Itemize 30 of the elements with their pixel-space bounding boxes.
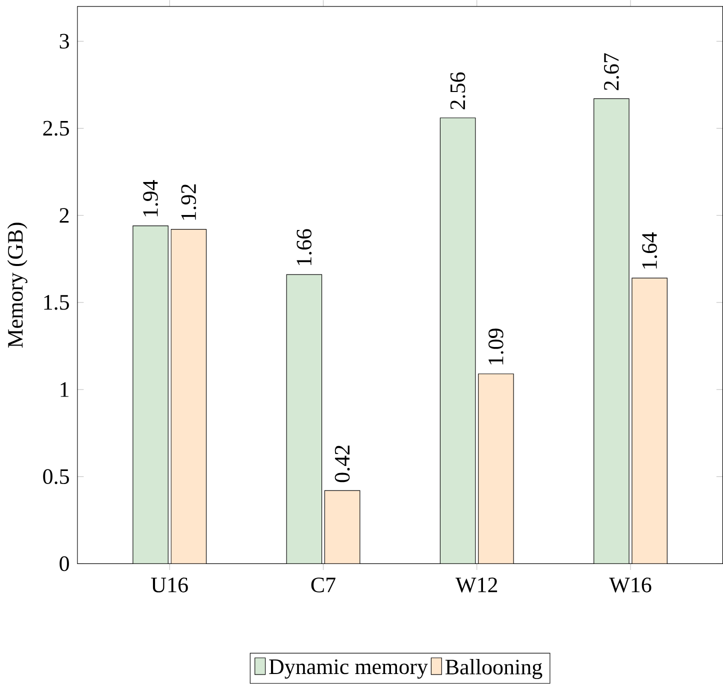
legend-label: Dynamic memory (269, 660, 428, 679)
data-label: 0.42 (334, 446, 350, 482)
bar (286, 274, 322, 564)
bar (170, 229, 207, 564)
y-tick-label: 1 (60, 382, 68, 397)
bar (632, 278, 668, 564)
x-tick-label: W12 (456, 578, 498, 593)
x-tick-label: W16 (609, 578, 652, 593)
y-tick-label: 2.5 (43, 121, 69, 136)
data-label: 1.66 (296, 229, 312, 266)
x-tick-label: C7 (311, 578, 336, 592)
data-label: 1.09 (488, 328, 504, 364)
data-label: 2.67 (604, 53, 619, 90)
bar (132, 226, 168, 564)
bar (594, 98, 630, 564)
data-label: 1.94 (143, 180, 158, 216)
bar (324, 490, 360, 564)
bar (440, 118, 476, 564)
y-axis-title: Memory (GB) (7, 222, 28, 348)
y-tick-label: 3 (60, 34, 69, 49)
data-label: 1.92 (181, 184, 196, 220)
data-label: 1.64 (642, 232, 658, 269)
legend-label: Ballooning (446, 659, 542, 680)
x-tick-label: U16 (151, 578, 188, 592)
y-tick-label: 1.5 (44, 295, 69, 310)
y-tick-label: 0 (60, 556, 69, 572)
y-tick-label: 0.5 (43, 469, 69, 484)
data-label: 2.56 (450, 72, 466, 110)
bar (478, 374, 514, 564)
y-tick-label: 2 (60, 208, 69, 223)
